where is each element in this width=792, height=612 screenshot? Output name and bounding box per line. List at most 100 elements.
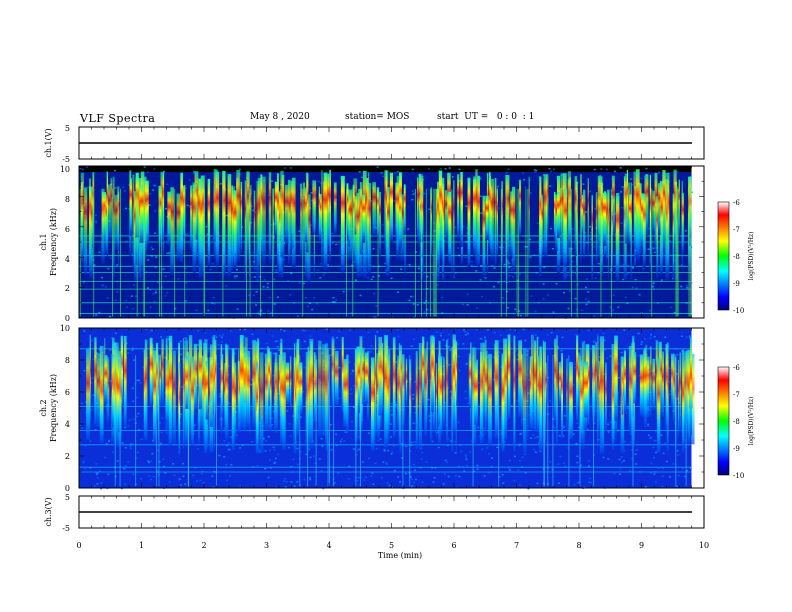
spec2-burst (452, 334, 456, 433)
cb1-tick-m7: -7 (733, 226, 740, 234)
spec2-burst (424, 348, 428, 436)
spec2-noise (279, 328, 282, 331)
spec1-noise (153, 184, 156, 187)
colorbar-2-label: log(PSD)(V²/Hz) (748, 397, 755, 446)
spec1-noise (586, 241, 589, 244)
spec1-noise (233, 275, 236, 278)
spec2-noise (320, 352, 323, 355)
spec2-noise (536, 436, 539, 438)
spec2-noise (347, 478, 350, 480)
spec1-noise (322, 274, 325, 276)
spec2-noise (350, 392, 353, 395)
spec2-noise (340, 438, 343, 441)
spec1-noise (85, 166, 88, 168)
date-label: May 8 , 2020 (250, 112, 310, 122)
spec2-noise (477, 382, 480, 384)
spec1-noise (146, 287, 149, 289)
spec2-noise (460, 450, 463, 453)
spec1-noise (370, 200, 373, 202)
spec2-burst (468, 353, 472, 408)
spec1-noise (614, 213, 617, 216)
spec1-noise (605, 168, 608, 171)
spec2-noise (256, 465, 259, 467)
spec2-noise (348, 465, 351, 468)
spec1-burst (560, 173, 565, 263)
spec1-noise (235, 268, 238, 271)
spec2-noise (588, 460, 591, 462)
spec1-noise (519, 273, 522, 275)
spec2-noise (654, 439, 657, 442)
spec1-noise (441, 296, 444, 299)
spec1-burst (318, 193, 323, 241)
spec2-noise (454, 475, 457, 477)
spec1-noise (567, 307, 570, 310)
spec1-burst (673, 169, 677, 254)
spec2-noise (309, 335, 312, 337)
spec1-noise (673, 311, 676, 314)
spec1-noise (255, 291, 258, 293)
spec2-noise (414, 478, 417, 481)
spec2-noise (365, 476, 368, 478)
spec2-noise (448, 345, 451, 348)
spec1-burst (591, 195, 593, 281)
spec2-noise (522, 328, 525, 331)
spec2-burst (623, 350, 627, 413)
spec1-burst (630, 182, 632, 281)
spec2-noise (492, 356, 495, 359)
spec1-noise (132, 284, 135, 286)
spec2-burst (399, 350, 402, 454)
spec2-noise (160, 431, 163, 434)
spec1-burst (558, 188, 563, 235)
spec1-noise (640, 177, 643, 180)
spec2-noise (358, 483, 361, 486)
spec1-noise (571, 228, 574, 230)
spec2-noise (223, 439, 226, 442)
spec1-burst (654, 172, 658, 253)
spec2-noise (393, 469, 396, 472)
xtick-4: 4 (326, 541, 331, 550)
spec2-burst (159, 354, 161, 407)
spec2-noise (431, 466, 434, 469)
spec2-burst (649, 346, 652, 418)
spec2-noise (626, 407, 629, 409)
spec2-noise (654, 431, 657, 433)
spec2-noise (463, 470, 466, 472)
spec2-noise (405, 472, 408, 475)
spec2-burst (604, 362, 607, 432)
spec1-noise (670, 306, 673, 309)
spec2-burst (455, 354, 457, 435)
spec2-burst (501, 353, 505, 452)
spec2-noise (685, 336, 688, 338)
spec2-noise (302, 329, 305, 331)
spec1-noise (317, 269, 320, 272)
spec2-noise (239, 485, 242, 487)
spec2-noise (550, 331, 553, 334)
spec1-noise (101, 276, 104, 279)
spec1-burst (580, 174, 582, 263)
spec2-burst (689, 337, 692, 435)
spec2-noise (588, 481, 591, 483)
spec1-burst (496, 188, 498, 258)
spec1-burst (555, 194, 558, 251)
spec1-noise (238, 168, 241, 171)
spec2-burst (451, 346, 454, 453)
spec2-noise (390, 413, 393, 416)
spec2-noise (414, 411, 417, 414)
spec2-noise (453, 328, 456, 330)
spec1-noise (436, 284, 439, 286)
spec1-noise (331, 232, 334, 235)
spec1-noise (548, 167, 551, 170)
spec1-noise (195, 309, 198, 312)
spec2-noise (482, 434, 485, 436)
spec1-burst (583, 189, 586, 259)
spec1-noise (673, 268, 676, 270)
spec1-noise (287, 280, 290, 282)
spec2-noise (229, 475, 232, 477)
spec1-noise (651, 286, 654, 288)
spec2-noise (669, 390, 672, 392)
spec1-noise (413, 192, 416, 194)
spec2-burst (671, 353, 674, 407)
spec1-burst (662, 169, 666, 253)
spec1-burst (268, 172, 272, 264)
spec1-noise (370, 278, 373, 281)
